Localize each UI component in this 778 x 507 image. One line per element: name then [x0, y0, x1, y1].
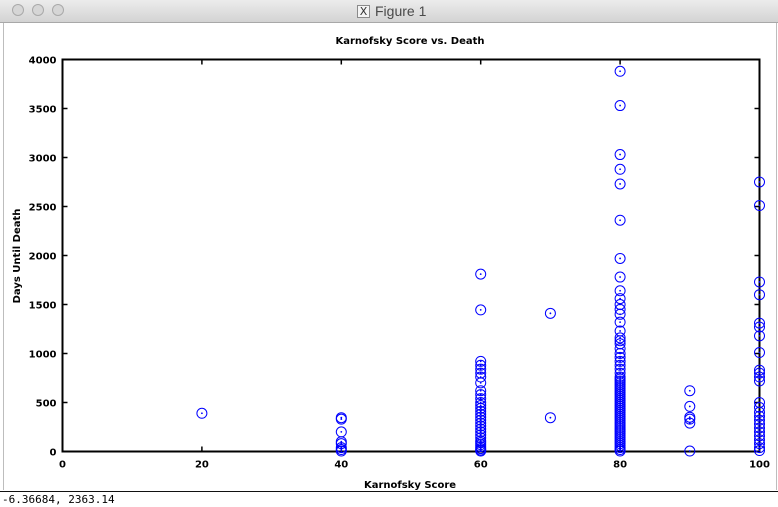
- scatter-point: [614, 178, 626, 190]
- scatter-point: [614, 359, 626, 371]
- status-bar: -6.36684, 2363.14: [0, 491, 778, 507]
- x-tick-label: 100: [749, 460, 770, 471]
- x11-icon: X: [357, 4, 370, 18]
- scatter-point: [754, 367, 765, 379]
- x-tick-label: 20: [195, 460, 209, 471]
- scatter-point: [754, 276, 765, 288]
- scatter-point: [754, 176, 765, 188]
- zoom-window-button[interactable]: [52, 4, 64, 16]
- scatter-point: [475, 363, 487, 375]
- y-tick-label: 500: [36, 399, 57, 410]
- scatter-point: [475, 393, 487, 405]
- scatter-point: [614, 316, 626, 328]
- scatter-point: [754, 289, 765, 301]
- y-tick-label: 1000: [29, 350, 57, 361]
- scatter-point: [614, 163, 626, 175]
- y-tick-label: 1500: [29, 301, 57, 312]
- y-tick-label: 3000: [29, 154, 57, 165]
- window-titlebar: X Figure 1: [0, 0, 778, 23]
- scatter-point: [754, 434, 765, 446]
- scatter-point: [754, 330, 765, 342]
- scatter-point: [544, 307, 556, 319]
- scatter-point: [614, 371, 626, 383]
- scatter-point: [754, 375, 765, 387]
- scatter-point: [196, 407, 208, 419]
- scatter-point: [614, 285, 626, 297]
- scatter-point: [335, 412, 347, 424]
- minimize-window-button[interactable]: [32, 4, 44, 16]
- x-tick-label: 80: [613, 460, 627, 471]
- scatter-point: [614, 332, 626, 344]
- scatter-point: [475, 367, 487, 379]
- scatter-point: [475, 371, 487, 383]
- chart-title: Karnofsky Score vs. Death: [335, 36, 484, 47]
- scatter-point: [475, 397, 487, 408]
- scatter-point: [754, 200, 765, 212]
- scatter-point: [754, 414, 765, 426]
- scatter-point: [614, 252, 626, 264]
- plot-area-frame: [61, 58, 761, 453]
- x-tick-label: 0: [59, 460, 66, 471]
- scatter-point: [614, 367, 626, 379]
- y-tick-label: 2000: [29, 252, 57, 263]
- scatter-point: [614, 355, 626, 367]
- scatter-point: [475, 389, 487, 401]
- scatter-point: [684, 385, 696, 397]
- figure-canvas[interactable]: Karnofsky Score vs. Death Karnofsky Scor…: [3, 23, 777, 491]
- scatter-point: [754, 430, 765, 442]
- scatter-point: [544, 412, 556, 424]
- scatter-point: [684, 445, 696, 457]
- scatter-point: [754, 397, 765, 408]
- y-tick-label: 4000: [29, 56, 57, 67]
- scatter-point: [614, 214, 626, 226]
- scatter-point: [754, 317, 765, 329]
- y-axis-label: Days Until Death: [12, 209, 23, 304]
- scatter-point: [335, 426, 347, 438]
- scatter-point: [614, 363, 626, 375]
- scatter-point: [754, 426, 765, 438]
- scatter-point: [684, 411, 696, 423]
- scatter-point: [475, 359, 487, 371]
- scatter-point: [614, 299, 626, 310]
- scatter-point: [475, 385, 487, 397]
- scatter-point: [475, 304, 487, 316]
- scatter-point: [684, 400, 696, 412]
- scatter-point: [475, 377, 487, 389]
- scatter-point: [754, 422, 765, 434]
- axis-ticks: 0 20 40 60 80 1000500100015002000250030003500…: [29, 56, 770, 471]
- scatter-point: [614, 65, 626, 77]
- scatter-point: [754, 364, 765, 376]
- scatter-point: [614, 325, 626, 337]
- scatter-point: [475, 268, 487, 280]
- scatter-point: [614, 351, 626, 363]
- x-tick-label: 40: [334, 460, 348, 471]
- scatter-point: [754, 442, 765, 454]
- scatter-point: [475, 399, 487, 411]
- scatter-point: [754, 438, 765, 450]
- scatter-point: [754, 410, 765, 422]
- y-tick-label: 2500: [29, 203, 57, 214]
- scatter-point: [754, 445, 765, 457]
- cursor-coordinates: -6.36684, 2363.14: [2, 493, 115, 506]
- scatter-point: [614, 271, 626, 283]
- close-window-button[interactable]: [12, 4, 24, 16]
- scatter-chart[interactable]: Karnofsky Score vs. Death Karnofsky Scor…: [4, 23, 776, 491]
- x-axis-label: Karnofsky Score: [364, 480, 456, 490]
- scatter-point: [754, 418, 765, 430]
- scatter-point: [614, 149, 626, 161]
- scatter-point: [754, 347, 765, 359]
- scatter-point: [614, 100, 626, 112]
- scatter-point: [614, 293, 626, 305]
- y-tick-label: 3500: [29, 105, 57, 116]
- x-tick-label: 60: [474, 460, 488, 471]
- scatter-point: [475, 355, 487, 367]
- scatter-point: [754, 371, 765, 383]
- window-title-group: X Figure 1: [357, 3, 426, 19]
- window-title: Figure 1: [375, 3, 427, 19]
- data-points: [196, 65, 765, 457]
- scatter-point: [754, 321, 765, 333]
- y-tick-label: 0: [50, 448, 57, 459]
